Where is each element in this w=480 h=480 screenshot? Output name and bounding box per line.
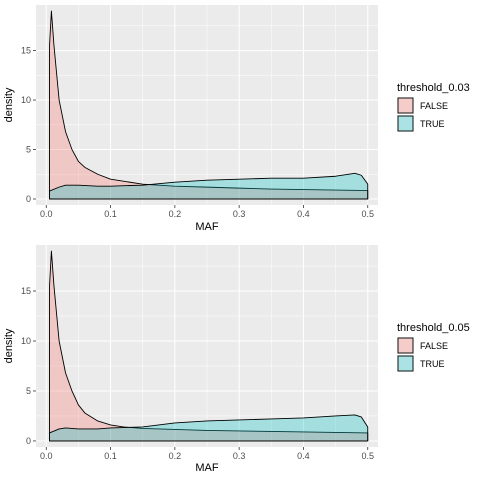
y-tick-label: 15 [21, 46, 31, 56]
x-tick-label: 0.5 [361, 451, 374, 461]
legend-key-true [397, 355, 414, 372]
x-tick-label: 0.2 [169, 209, 182, 219]
y-tick-label: 0 [26, 436, 31, 446]
y-tick-label: 5 [26, 386, 31, 396]
x-tick-label: 0.0 [40, 451, 53, 461]
density-area-true [49, 172, 369, 200]
panel-2: 0.0 0.1 0.2 0.3 0.4 0.5 0 5 10 15 MAF density thresh… [3, 245, 470, 474]
y-tick-label: 5 [26, 145, 31, 155]
legend-key-false [397, 97, 414, 114]
legend-key-background [397, 337, 414, 354]
x-tick-label: 0.1 [104, 451, 117, 461]
legend-title: threshold_0.03 [397, 82, 470, 94]
legend-key-background [397, 115, 414, 132]
y-tick-label: 15 [21, 286, 31, 296]
legend-label-false: FALSE [420, 341, 448, 351]
legend-key-background [397, 355, 414, 372]
legend-key-background [397, 97, 414, 114]
y-tick-label: 10 [21, 95, 31, 105]
legend-label-true: TRUE [420, 359, 445, 369]
legend: threshold_0.05 FALSE TRUE [397, 322, 470, 372]
x-tick-label: 0.2 [169, 451, 182, 461]
legend-label-false: FALSE [420, 101, 448, 111]
panel-1: 0.0 0.1 0.2 0.3 0.4 0.5 0 5 10 15 MAF density thresh… [3, 5, 470, 233]
y-axis-title: density [3, 328, 15, 363]
x-tick-label: 0.1 [104, 209, 117, 219]
x-tick-label: 0.4 [297, 451, 310, 461]
density-area-false [49, 10, 369, 200]
x-tick-label: 0.3 [233, 451, 246, 461]
x-tick-label: 0.3 [233, 209, 246, 219]
x-axis-title: MAF [195, 221, 219, 233]
legend-key-true [397, 115, 414, 132]
density-area-false [49, 250, 369, 442]
x-axis-title: MAF [195, 462, 219, 474]
legend-key-false [397, 337, 414, 354]
legend-label-true: TRUE [420, 119, 445, 129]
legend: threshold_0.03 FALSE TRUE [397, 82, 470, 132]
x-tick-label: 0.4 [297, 209, 310, 219]
legend-title: threshold_0.05 [397, 322, 470, 334]
y-tick-label: 10 [21, 336, 31, 346]
x-tick-label: 0.0 [40, 209, 53, 219]
x-tick-label: 0.5 [361, 209, 374, 219]
y-tick-label: 0 [26, 194, 31, 204]
density-area-true [49, 414, 369, 442]
y-axis-title: density [3, 87, 15, 122]
